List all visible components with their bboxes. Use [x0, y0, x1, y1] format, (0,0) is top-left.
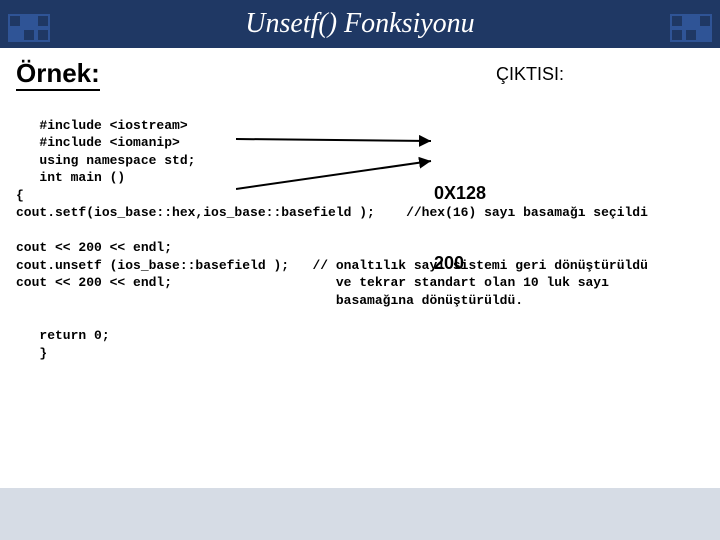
decor-squares-right	[670, 14, 712, 42]
header-row: Örnek: ÇIKTISI:	[16, 58, 704, 91]
page-title: Unsetf() Fonksiyonu	[245, 8, 474, 40]
example-label: Örnek:	[16, 58, 100, 91]
code-line: #include <iostream>	[16, 118, 188, 133]
code-line: cout.unsetf (ios_base::basefield ); // o…	[16, 258, 648, 273]
code-line: #include <iomanip>	[16, 135, 180, 150]
content-area: Örnek: ÇIKTISI: #include <iostream> #inc…	[0, 48, 720, 450]
code-line: {	[16, 188, 24, 203]
code-line: using namespace std;	[16, 153, 195, 168]
decor-squares-left	[8, 14, 50, 42]
title-bar: Unsetf() Fonksiyonu	[0, 0, 720, 48]
code-line: cout << 200 << endl;	[16, 240, 172, 255]
output-line-1: 0X128	[434, 182, 486, 205]
code-block: #include <iostream> #include <iomanip> u…	[16, 99, 704, 450]
code-line: }	[16, 346, 47, 361]
code-line: cout.setf(ios_base::hex,ios_base::basefi…	[16, 205, 648, 220]
code-line: int main ()	[16, 170, 125, 185]
code-line: cout << 200 << endl; ve tekrar standart …	[16, 275, 609, 290]
footer-bar	[0, 488, 720, 540]
output-line-2: 200	[434, 252, 486, 275]
arrow-icon	[236, 129, 446, 199]
output-label: ÇIKTISI:	[496, 64, 564, 91]
output-values: 0X128 200	[434, 135, 486, 322]
code-line: return 0;	[16, 328, 110, 343]
